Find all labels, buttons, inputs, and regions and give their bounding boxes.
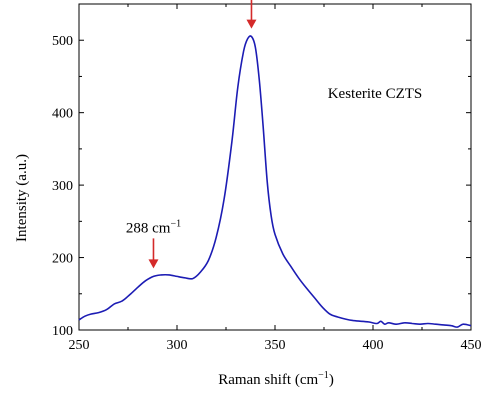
plot-border [78, 3, 472, 331]
y-tick-label: 200 [52, 252, 73, 267]
annotation-peak-sup: −1 [170, 218, 181, 229]
y-tick-label: 400 [52, 107, 73, 122]
annotation-layer: 288 cm−1338 cm−1 [126, 0, 257, 269]
series-layer [78, 35, 472, 328]
x-axis-label: Raman shift (cm−1) [218, 370, 334, 388]
x-axis-label-end: ) [329, 372, 334, 388]
x-tick-label: 350 [265, 338, 286, 353]
x-tick-label: 250 [69, 338, 90, 353]
y-tick-label: 300 [52, 179, 73, 194]
y-axis-label: Intensity (a.u.) [14, 154, 30, 242]
axis-ticks: 250 300 350 400 450 100 200 300 400 500 [52, 4, 482, 353]
legend-series-label: Kesterite CZTS [328, 86, 423, 102]
annotation-peak-value: 288 cm [126, 220, 171, 236]
x-tick-label: 300 [167, 338, 188, 353]
plot-frame [78, 3, 472, 331]
x-tick-label: 450 [461, 338, 482, 353]
series-line-kesterite-czts [78, 35, 472, 328]
x-axis-label-sup: −1 [318, 370, 329, 381]
x-tick-label: 400 [363, 338, 384, 353]
y-tick-label: 100 [52, 324, 73, 339]
annotation-peak-label: 288 cm−1 [126, 218, 181, 236]
x-axis-label-main: Raman shift (cm [218, 372, 318, 388]
annotation-arrow-head [148, 259, 159, 269]
annotation-arrow-head [246, 19, 257, 29]
y-tick-label: 500 [52, 34, 73, 49]
